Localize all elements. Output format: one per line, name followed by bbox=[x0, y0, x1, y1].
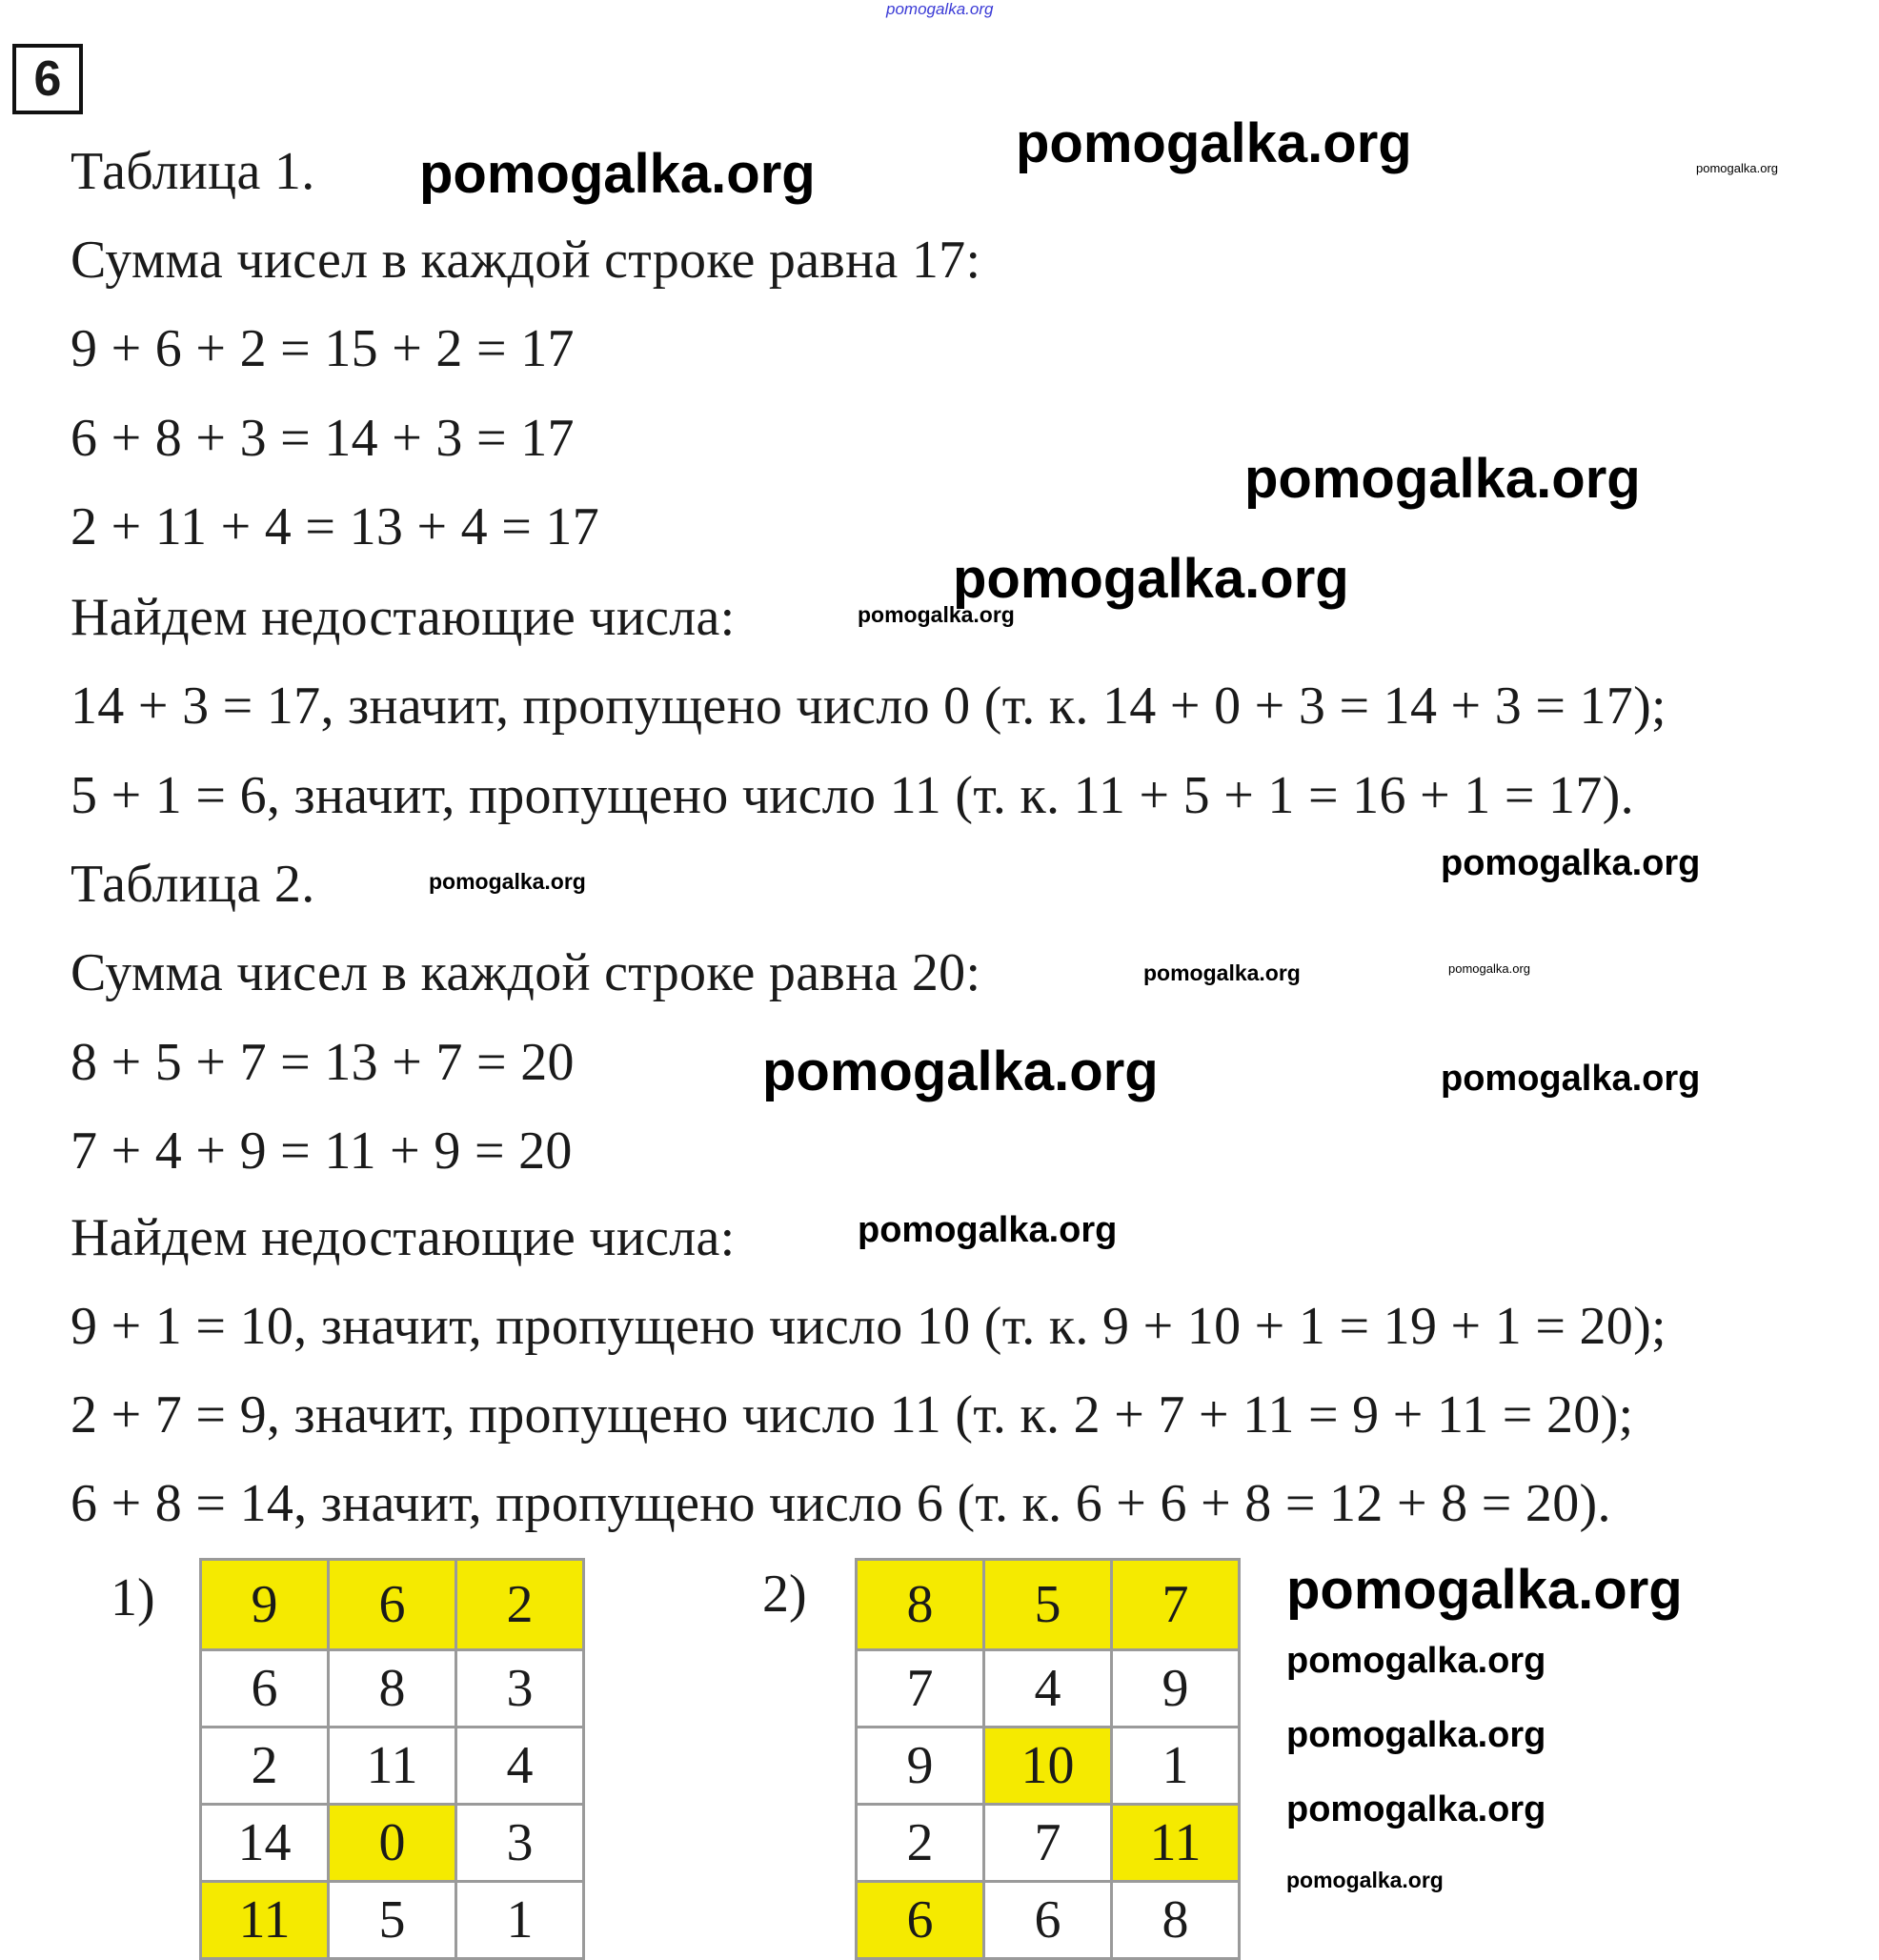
watermark-link[interactable]: pomogalka.org bbox=[1448, 961, 1530, 976]
text-line: 6 + 8 = 14, значит, пропущено число 6 (т… bbox=[71, 1474, 1611, 1533]
table1-grid: 9 6 2 6 8 3 2 11 4 14 0 3 11 5 1 bbox=[199, 1558, 585, 1960]
table-cell: 11 bbox=[199, 1880, 330, 1960]
table-cell: 6 bbox=[855, 1880, 985, 1960]
watermark-link[interactable]: pomogalka.org bbox=[1286, 1868, 1444, 1892]
table-cell: 6 bbox=[982, 1880, 1113, 1960]
table-cell: 9 bbox=[199, 1558, 330, 1651]
text-line: 2 + 7 = 9, значит, пропущено число 11 (т… bbox=[71, 1385, 1634, 1445]
table-cell: 3 bbox=[455, 1648, 585, 1728]
watermark-link[interactable]: pomogalka.org bbox=[419, 143, 816, 205]
table2-label: 2) bbox=[762, 1565, 807, 1624]
table-cell: 5 bbox=[327, 1880, 457, 1960]
text-line: 14 + 3 = 17, значит, пропущено число 0 (… bbox=[71, 677, 1667, 736]
watermark-link[interactable]: pomogalka.org bbox=[1286, 1789, 1546, 1829]
table2-grid: 8 5 7 7 4 9 9 10 1 2 7 11 6 6 8 bbox=[855, 1558, 1241, 1960]
text-line: 6 + 8 + 3 = 14 + 3 = 17 bbox=[71, 409, 575, 468]
table-cell: 10 bbox=[982, 1726, 1113, 1806]
text-line: 2 + 11 + 4 = 13 + 4 = 17 bbox=[71, 497, 600, 556]
text-line: Сумма чисел в каждой строке равна 17: bbox=[71, 231, 981, 290]
table-cell: 6 bbox=[199, 1648, 330, 1728]
table-row: 9 10 1 bbox=[855, 1726, 1241, 1806]
table-cell: 2 bbox=[855, 1803, 985, 1883]
table-cell: 6 bbox=[327, 1558, 457, 1651]
table-cell: 2 bbox=[455, 1558, 585, 1651]
watermark-link[interactable]: pomogalka.org bbox=[1286, 1715, 1546, 1755]
table-cell: 9 bbox=[1110, 1648, 1241, 1728]
table-row: 2 11 4 bbox=[199, 1726, 585, 1806]
watermark-link[interactable]: pomogalka.org bbox=[1286, 1559, 1683, 1621]
watermark-link[interactable]: pomogalka.org bbox=[1143, 960, 1301, 985]
table-row: 11 5 1 bbox=[199, 1880, 585, 1960]
table-cell: 3 bbox=[455, 1803, 585, 1883]
table-cell: 1 bbox=[1110, 1726, 1241, 1806]
table-cell: 2 bbox=[199, 1726, 330, 1806]
watermark-link[interactable]: pomogalka.org bbox=[1441, 1059, 1701, 1099]
watermark-link[interactable]: pomogalka.org bbox=[1696, 161, 1778, 175]
table-cell: 7 bbox=[1110, 1558, 1241, 1651]
watermark-link[interactable]: pomogalka.org bbox=[1244, 448, 1641, 510]
text-line: 9 + 6 + 2 = 15 + 2 = 17 bbox=[71, 319, 575, 378]
table-cell: 8 bbox=[327, 1648, 457, 1728]
table-cell: 0 bbox=[327, 1803, 457, 1883]
watermark-link[interactable]: pomogalka.org bbox=[953, 548, 1349, 610]
table-row: 14 0 3 bbox=[199, 1803, 585, 1883]
text-line: Сумма чисел в каждой строке равна 20: bbox=[71, 943, 981, 1002]
watermark-link[interactable]: pomogalka.org bbox=[1016, 112, 1412, 174]
text-line: Таблица 1. bbox=[71, 142, 315, 201]
watermark-link[interactable]: pomogalka.org bbox=[1441, 843, 1701, 883]
watermark-link[interactable]: pomogalka.org bbox=[858, 1210, 1118, 1250]
text-line: Таблица 2. bbox=[71, 855, 315, 914]
table1-label: 1) bbox=[111, 1568, 155, 1627]
watermark-link[interactable]: pomogalka.org bbox=[858, 602, 1015, 627]
table-cell: 11 bbox=[327, 1726, 457, 1806]
watermark-link[interactable]: pomogalka.org bbox=[762, 1041, 1159, 1102]
text-line: 9 + 1 = 10, значит, пропущено число 10 (… bbox=[71, 1297, 1667, 1356]
text-line: 8 + 5 + 7 = 13 + 7 = 20 bbox=[71, 1033, 575, 1092]
table-cell: 4 bbox=[982, 1648, 1113, 1728]
watermark-link[interactable]: pomogalka.org bbox=[429, 869, 586, 894]
text-line: 7 + 4 + 9 = 11 + 9 = 20 bbox=[71, 1121, 573, 1181]
text-line: Найдем недостающие числа: bbox=[71, 1208, 736, 1267]
table-cell: 5 bbox=[982, 1558, 1113, 1651]
task-number-box: 6 bbox=[12, 44, 83, 114]
table-cell: 11 bbox=[1110, 1803, 1241, 1883]
table-row: 2 7 11 bbox=[855, 1803, 1241, 1883]
table-cell: 7 bbox=[855, 1648, 985, 1728]
table-cell: 1 bbox=[455, 1880, 585, 1960]
table-cell: 4 bbox=[455, 1726, 585, 1806]
header-watermark[interactable]: pomogalka.org bbox=[886, 0, 994, 18]
table-cell: 8 bbox=[855, 1558, 985, 1651]
table-cell: 8 bbox=[1110, 1880, 1241, 1960]
watermark-link[interactable]: pomogalka.org bbox=[1286, 1641, 1546, 1681]
table-cell: 9 bbox=[855, 1726, 985, 1806]
table-cell: 14 bbox=[199, 1803, 330, 1883]
text-line: 5 + 1 = 6, значит, пропущено число 11 (т… bbox=[71, 766, 1634, 825]
table-cell: 7 bbox=[982, 1803, 1113, 1883]
text-line: Найдем недостающие числа: bbox=[71, 588, 736, 647]
